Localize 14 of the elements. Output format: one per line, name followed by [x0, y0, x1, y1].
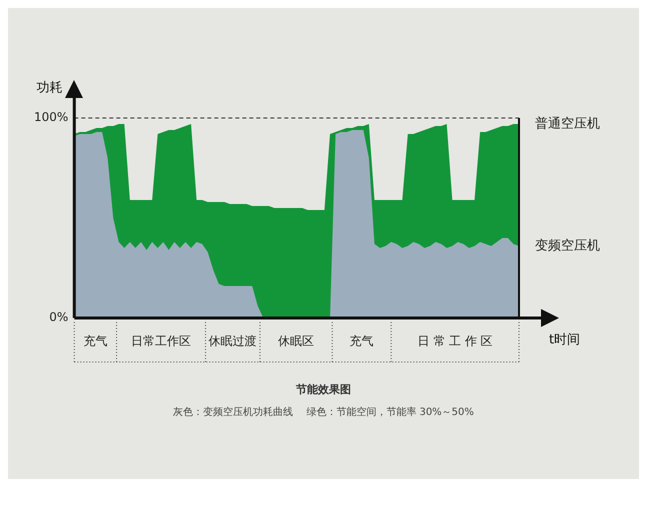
series-label: 变频空压机 — [535, 238, 600, 254]
y-tick-label: 0% — [49, 310, 68, 324]
y-axis-title: 功耗 — [36, 80, 62, 96]
text: 休眠过渡 — [208, 334, 257, 348]
text: 节能效果图 — [295, 382, 352, 397]
text: 充气 — [83, 334, 108, 348]
text: 灰色：变频空压机功耗曲线 绿色：节能空间，节能率 30%～50% — [172, 406, 475, 419]
y-tick-label: 100% — [34, 110, 68, 124]
x-axis-title: t时间 — [549, 332, 580, 348]
text: 日 常 工 作 区 — [417, 334, 493, 348]
series-label: 普通空压机 — [535, 115, 600, 132]
text: 日常工作区 — [131, 334, 192, 348]
text: 休眠区 — [278, 334, 314, 348]
text: 充气 — [350, 334, 374, 348]
